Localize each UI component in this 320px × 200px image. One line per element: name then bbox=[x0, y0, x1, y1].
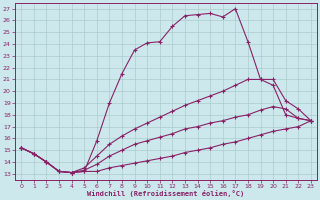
X-axis label: Windchill (Refroidissement éolien,°C): Windchill (Refroidissement éolien,°C) bbox=[87, 190, 245, 197]
